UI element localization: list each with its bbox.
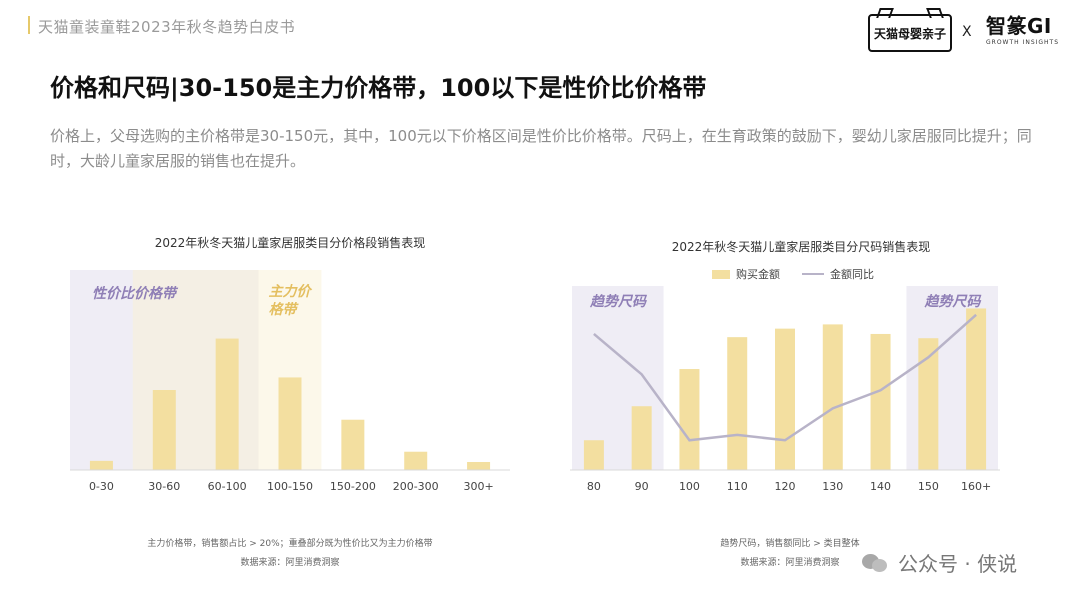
price-bar	[89, 460, 113, 470]
x-tick-label: 80	[587, 480, 601, 493]
x-tick-label: 300+	[463, 480, 493, 493]
size-bar	[966, 308, 987, 470]
price-bar	[467, 462, 491, 470]
wechat-icon	[862, 552, 890, 574]
page-description: 价格上，父母选购的主价格带是30-150元，其中，100元以下价格区间是性价比价…	[50, 127, 1032, 170]
size-bar	[870, 333, 891, 470]
price-bar	[404, 451, 428, 470]
x-tick-label: 90	[635, 480, 649, 493]
price-segment-bar-chart: 性价比价格带 主力价格带 0-30 30-60 60-100 100-150 150-200…	[70, 270, 510, 493]
main-band-label: 主力价格带	[269, 283, 313, 318]
x-tick-label: 150-200	[330, 480, 376, 493]
size-chart-footnote-note: 趋势尺码，销售额同比 > 类目整体	[720, 539, 860, 549]
legend-line-swatch	[802, 273, 824, 275]
x-tick-label: 150	[918, 480, 939, 493]
price-chart-title: 2022年秋冬天猫儿童家居服类目分价格段销售表现	[154, 236, 426, 250]
trend-size-label: 趋势尺码	[589, 293, 648, 310]
size-bar	[775, 328, 795, 470]
legend-line-label: 金额同比	[830, 268, 874, 281]
x-tick-label: 60-100	[208, 480, 247, 493]
size-bar	[822, 324, 843, 470]
size-bar	[583, 440, 604, 470]
growth-insights-subtitle: GROWTH INSIGHTS	[986, 39, 1060, 46]
x-tick-label: 140	[870, 480, 891, 493]
x-tick-label: 100	[679, 480, 700, 493]
main-band-label-line2: 格带	[269, 301, 300, 318]
legend-bar-swatch	[712, 269, 730, 279]
x-tick-label: 0-30	[89, 480, 114, 493]
x-tick-label: 160+	[961, 480, 991, 493]
trend-size-label: 趋势尺码	[923, 293, 982, 310]
size-chart-footnote-source: 数据来源：阿里消费洞察	[740, 558, 840, 568]
price-bar	[215, 338, 239, 470]
x-tick-label: 120	[775, 480, 796, 493]
main-band-label-line1: 主力价	[269, 283, 313, 300]
price-bar	[152, 390, 176, 470]
header-accent-bar	[28, 16, 30, 34]
logo-separator: X	[962, 24, 972, 40]
size-bar	[631, 406, 652, 470]
size-chart-title: 2022年秋冬天猫儿童家居服类目分尺码销售表现	[671, 240, 931, 254]
size-bar	[727, 337, 748, 470]
price-chart-footnote-source: 数据来源：阿里消费洞察	[240, 558, 340, 568]
page-title: 价格和尺码|30-150是主力价格带，100以下是性价比价格带	[50, 74, 707, 102]
price-chart-footnote-note: 主力价格带，销售额占比 > 20%；重叠部分既为性价比又为主力价格带	[147, 539, 433, 549]
report-title: 天猫童装童鞋2023年秋冬趋势白皮书	[38, 18, 296, 36]
value-band-label: 性价比价格带	[92, 285, 179, 302]
price-bar	[341, 419, 365, 470]
growth-insights-logo: 智篆GI GROWTH INSIGHTS	[986, 14, 1076, 52]
size-bar	[918, 338, 939, 470]
x-tick-label: 200-300	[393, 480, 439, 493]
legend-bar-label: 购买金额	[736, 268, 780, 281]
x-tick-label: 30-60	[148, 480, 180, 493]
x-tick-label: 100-150	[267, 480, 313, 493]
size-bar	[679, 369, 700, 470]
x-tick-label: 110	[727, 480, 748, 493]
tmall-baby-logo: 天猫母婴亲子	[868, 14, 952, 52]
size-bar-line-chart: 趋势尺码 趋势尺码 80 90 100 110 120 130 140 150 160+	[570, 286, 1000, 493]
x-tick-label: 130	[822, 480, 843, 493]
growth-insights-brand: 智篆GI	[986, 14, 1052, 38]
watermark-text: 公众号 · 侠说	[898, 552, 1018, 576]
size-chart-footnotes: 趋势尺码，销售额同比 > 类目整体 数据来源：阿里消费洞察	[640, 535, 940, 573]
wechat-watermark: 公众号 · 侠说	[862, 548, 1017, 577]
price-bar	[278, 377, 302, 470]
price-chart-footnotes: 主力价格带，销售额占比 > 20%；重叠部分既为性价比又为主力价格带 数据来源：…	[90, 535, 490, 573]
size-chart-legend: 购买金额 金额同比	[712, 266, 874, 282]
